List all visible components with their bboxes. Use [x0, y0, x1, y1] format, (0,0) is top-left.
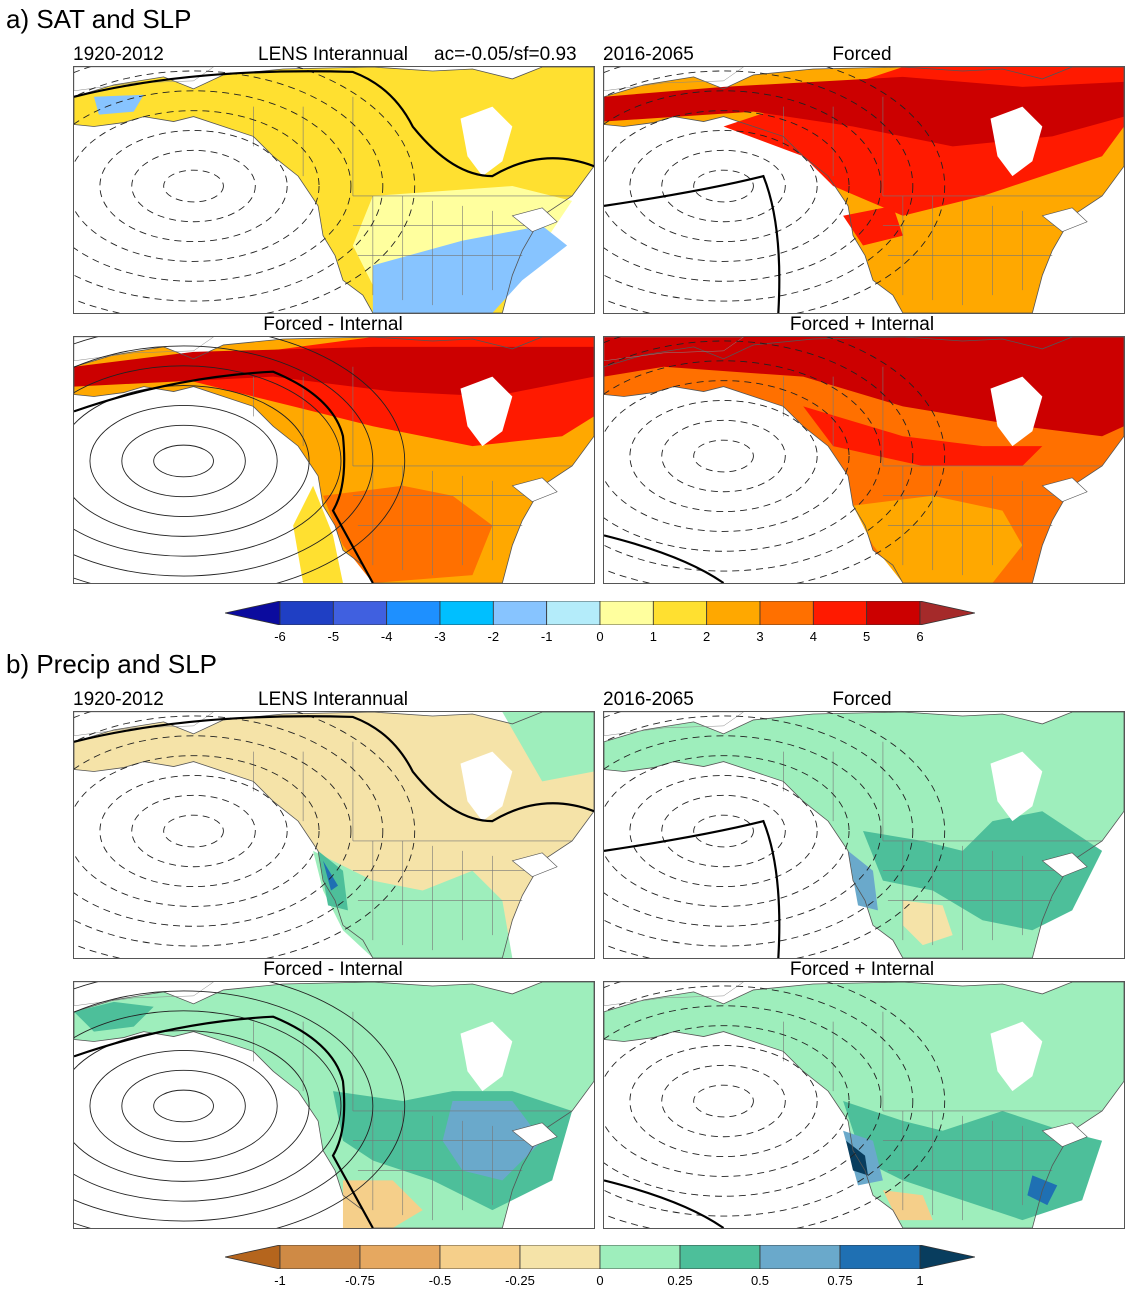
map-fill-layer: [604, 337, 1124, 583]
colorbar-tick-label: -1: [274, 1273, 286, 1288]
boundary-layer: [783, 741, 1103, 951]
panel-title-a-plus: Forced + Internal: [789, 314, 935, 335]
colorbar-swatch: [439, 1245, 521, 1269]
colorbar-tick-label: 0: [596, 629, 604, 644]
section-b-title: b) Precip and SLP: [6, 649, 218, 679]
colorbar-tick-label: -0.25: [505, 1273, 535, 1288]
colorbar-tick-label: 0.75: [827, 1273, 853, 1288]
period-label-a-right: 2016-2065: [603, 44, 694, 65]
colorbar-a: -6 -5 -4 -3 -2 -1 0 1 2 3 4 5 6: [225, 601, 975, 651]
boundary-layer: [783, 1011, 1103, 1221]
colorbar-swatch: [652, 601, 708, 625]
map-fill-layer: [74, 337, 594, 583]
colorbar-swatch: [439, 601, 494, 625]
colorbar-swatch: [359, 1245, 441, 1269]
colorbar-swatch: [759, 1245, 841, 1269]
map-b-interannual: [73, 711, 595, 959]
panel-title-b-minus: Forced - Internal: [263, 959, 403, 980]
colorbar-swatch: [279, 601, 334, 625]
colorbar-swatch: [866, 601, 921, 625]
colorbar-swatch: [679, 1245, 761, 1269]
colorbar-tick-label: -3: [434, 629, 446, 644]
panel-title-a-forced: Forced: [832, 44, 892, 65]
colorbar-tick-label: 0.25: [667, 1273, 693, 1288]
map-fill-layer: [604, 712, 1124, 958]
map-a-minus: [73, 336, 595, 584]
map-a-plus: [603, 336, 1125, 584]
stat-label-a: ac=-0.05/sf=0.93: [434, 44, 577, 65]
map-b-forced: [603, 711, 1125, 959]
period-label-b-right: 2016-2065: [603, 689, 694, 710]
panel-title-b-forced: Forced: [832, 689, 892, 710]
colorbar-tick-label: -0.5: [428, 1273, 452, 1288]
boundary-layer: [253, 366, 573, 576]
colorbar-swatch: [759, 601, 814, 625]
colorbar-swatch: [519, 1245, 601, 1269]
colorbar-tick-label: 3: [756, 629, 764, 644]
colorbar-tick-label: 1: [916, 1273, 924, 1288]
colorbar-swatch: [332, 601, 388, 625]
colorbar-tick-label: -2: [487, 629, 500, 644]
colorbar-swatch: [706, 601, 761, 625]
colorbar-over-triangle: [919, 601, 975, 625]
colorbar-tick-label: -1: [540, 629, 553, 644]
map-fill-layer: [74, 982, 594, 1228]
colorbar-over-triangle: [919, 1245, 975, 1269]
section-a-title: a) SAT and SLP: [6, 4, 192, 34]
period-label-b-left: 1920-2012: [73, 689, 164, 710]
colorbar-tick-label: 2: [703, 629, 711, 644]
colorbar-under-triangle: [225, 1245, 281, 1269]
colorbar-swatch: [839, 1245, 921, 1269]
map-fill-layer: [604, 67, 1124, 313]
map-a-forced: [603, 66, 1125, 314]
colorbar-tick-label: 1: [649, 629, 657, 644]
colorbar-tick-label: 0.5: [750, 1273, 770, 1288]
colorbar-swatch: [279, 1245, 361, 1269]
panel-title-a-interannual: LENS Interannual: [258, 44, 408, 65]
colorbar-tick-label: -4: [380, 629, 393, 644]
period-label-a-left: 1920-2012: [73, 44, 164, 65]
colorbar-tick-label: 6: [916, 629, 924, 644]
colorbar-swatch: [599, 601, 654, 625]
map-fill-layer: [74, 712, 594, 958]
map-b-minus: [73, 981, 595, 1229]
colorbar-under-triangle: [225, 601, 281, 625]
panel-title-b-interannual: LENS Interannual: [258, 689, 408, 710]
panel-title-b-plus: Forced + Internal: [789, 959, 935, 980]
panel-title-a-minus: Forced - Internal: [263, 314, 403, 335]
boundary-layer: [253, 1011, 573, 1221]
colorbar-tick-label: 0: [596, 1273, 604, 1288]
colorbar-swatch: [812, 601, 868, 625]
colorbar-swatch: [599, 1245, 681, 1269]
colorbar-swatch: [546, 601, 601, 625]
map-a-interannual: [73, 66, 595, 314]
colorbar-tick-label: 4: [809, 629, 817, 644]
boundary-layer: [783, 96, 1103, 306]
boundary-layer: [253, 96, 573, 306]
map-fill-layer: [604, 982, 1124, 1228]
colorbar-tick-label: -6: [274, 629, 286, 644]
map-fill-layer: [74, 67, 594, 313]
boundary-layer: [783, 366, 1103, 576]
boundary-layer: [253, 741, 573, 951]
colorbar-tick-label: -5: [327, 629, 340, 644]
map-b-plus: [603, 981, 1125, 1229]
colorbar-tick-label: 5: [863, 629, 871, 644]
colorbar-tick-label: -0.75: [345, 1273, 375, 1288]
colorbar-swatch: [386, 601, 441, 625]
colorbar-swatch: [492, 601, 548, 625]
colorbar-b: -1 -0.75 -0.5 -0.25 0 0.25 0.5 0.75 1: [225, 1245, 975, 1295]
